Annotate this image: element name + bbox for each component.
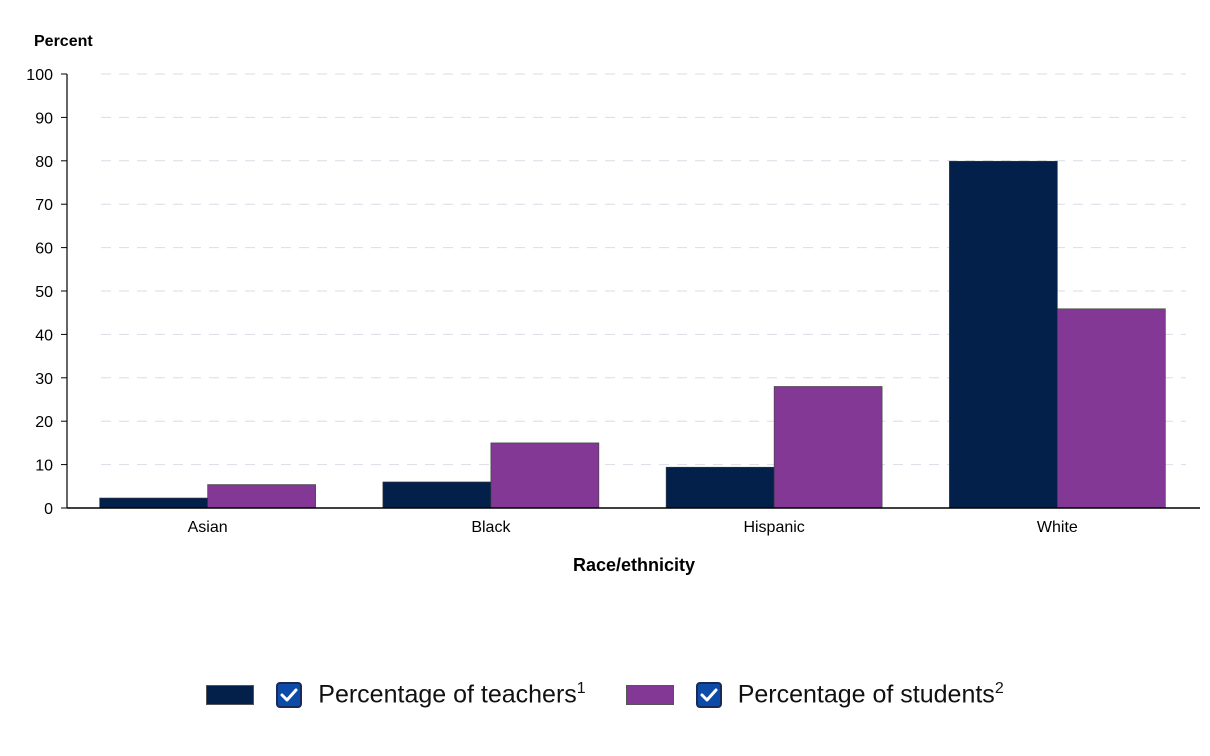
- y-tick-label: 60: [35, 241, 53, 258]
- x-tick-label: White: [1037, 519, 1078, 536]
- x-axis-ticks: Asian Black Hispanic White: [188, 519, 1078, 536]
- y-tick-label: 50: [35, 284, 53, 301]
- legend-swatch-students: [625, 684, 674, 705]
- bars: [99, 160, 1166, 509]
- legend-item-students[interactable]: Percentage of students2: [625, 680, 1004, 709]
- legend-text-students: Percentage of students: [737, 680, 995, 709]
- y-tick-label: 100: [26, 67, 53, 84]
- y-tick-label: 90: [35, 110, 53, 127]
- x-tick-label: Hispanic: [743, 519, 804, 536]
- legend: Percentage of teachers1 Percentage of st…: [0, 670, 1210, 720]
- y-axis-title: Percent: [34, 33, 93, 50]
- y-tick-label: 10: [35, 458, 53, 475]
- x-tick-label: Asian: [188, 519, 228, 536]
- y-tick-label: 70: [35, 197, 53, 214]
- y-axis-ticks: 0 10 20 30 40 50 60 70 80 90 100: [26, 67, 67, 518]
- bar-students-asian[interactable]: [207, 484, 316, 509]
- x-axis-title: Race/ethnicity: [573, 555, 695, 575]
- y-tick-label: 20: [35, 414, 53, 431]
- legend-label-students: Percentage of students2: [738, 680, 1004, 709]
- y-tick-label: 40: [35, 327, 53, 344]
- bar-students-white[interactable]: [1057, 308, 1166, 509]
- x-tick-label: Black: [471, 519, 511, 536]
- footnote-marker-1: 1: [576, 680, 586, 698]
- students-checkbox[interactable]: [695, 681, 722, 708]
- bar-students-hispanic[interactable]: [773, 386, 883, 509]
- legend-swatch-teachers: [206, 684, 255, 705]
- teachers-checkbox[interactable]: [276, 681, 303, 708]
- footnote-marker-2: 2: [994, 680, 1004, 698]
- check-icon: [280, 688, 298, 702]
- legend-item-teachers[interactable]: Percentage of teachers1: [206, 680, 586, 709]
- gridlines: [101, 73, 1186, 466]
- check-icon: [700, 688, 718, 702]
- bar-students-black[interactable]: [490, 442, 600, 509]
- bar-teachers-white[interactable]: [949, 160, 1058, 509]
- legend-text-teachers: Percentage of teachers: [318, 680, 577, 709]
- bar-chart: Percent 0 10 20 30 40 50 60 70 80 90 100 Asian Blac…: [26, 33, 1200, 575]
- bar-teachers-black[interactable]: [382, 481, 492, 509]
- y-tick-label: 0: [44, 501, 53, 518]
- bar-teachers-hispanic[interactable]: [665, 466, 775, 509]
- bar-teachers-asian[interactable]: [99, 497, 208, 509]
- legend-label-teachers: Percentage of teachers1: [318, 680, 585, 709]
- y-tick-label: 30: [35, 371, 53, 388]
- y-tick-label: 80: [35, 154, 53, 171]
